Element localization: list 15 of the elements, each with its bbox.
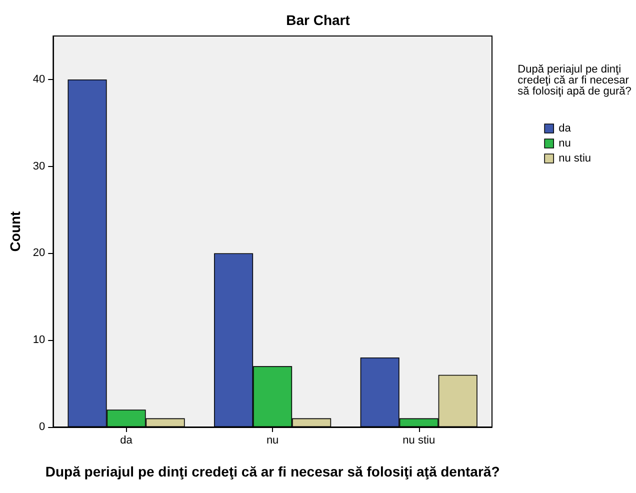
x-tick-label: nu stiu [402, 434, 436, 446]
legend-title: După periajul pe dinţi credeţi că ar fi necesar să folosiţi apă de gură? [518, 64, 632, 98]
chart-title: Bar Chart [286, 12, 350, 28]
x-tick-label: da [120, 434, 134, 446]
legend-label: nu stiu [558, 152, 592, 164]
y-axis-title: Count [7, 210, 23, 252]
x-tick-label: nu [266, 434, 279, 446]
x-axis-title: După periajul pe dinţi credeţi că ar fi necesar să folosiţi aţă dentară? [45, 464, 500, 480]
legend-label: nu [558, 138, 571, 150]
y-tick-label: 10 [32, 334, 46, 346]
y-tick-label: 0 [39, 421, 46, 433]
y-tick-label: 40 [32, 73, 46, 86]
y-tick-label: 30 [32, 160, 46, 172]
y-tick-label: 20 [32, 247, 46, 260]
legend-label: da [558, 122, 572, 134]
